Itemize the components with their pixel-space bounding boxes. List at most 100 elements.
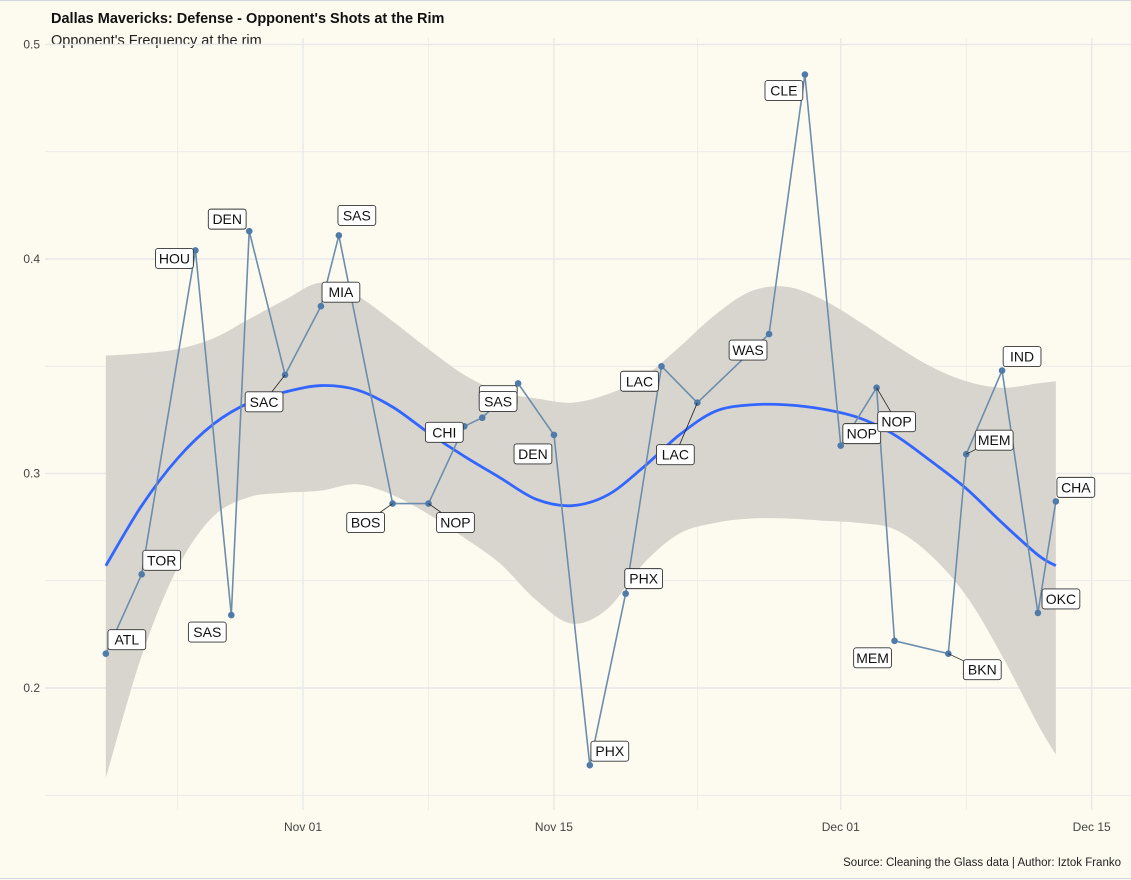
data-label-10: CHI <box>424 421 464 443</box>
data-label-27: CHA <box>1056 476 1096 498</box>
data-label-20: NOP <box>842 423 882 445</box>
data-point-12 <box>514 380 522 387</box>
data-label-15: PHX <box>624 568 663 590</box>
data-point-16 <box>658 362 665 370</box>
data-label-box-7 <box>337 204 377 226</box>
data-label-box-25 <box>1002 346 1042 367</box>
confidence-ribbon <box>105 282 1056 779</box>
confidence-ribbon-group <box>105 282 1056 779</box>
data-point-3 <box>228 611 235 619</box>
data-label-text-8: BOS <box>351 515 381 531</box>
data-point-15 <box>622 590 629 597</box>
data-label-1: TOR <box>142 549 182 571</box>
data-label-box-3 <box>187 621 227 643</box>
data-label-text-18: WAS <box>732 342 763 358</box>
data-point-11 <box>478 414 486 422</box>
data-point-20 <box>837 442 845 449</box>
y-tick-label-1: 0.3 <box>23 467 40 481</box>
data-label-box-27 <box>1056 476 1096 498</box>
data-label-box-2 <box>155 247 194 269</box>
data-point-4 <box>245 227 253 235</box>
data-point-7 <box>335 232 343 239</box>
data-label-14: PHX <box>590 740 630 762</box>
data-label-box-12 <box>478 390 518 412</box>
data-point-26 <box>1034 609 1042 617</box>
data-label-box-5 <box>244 391 284 413</box>
data-label-text-7: SAS <box>343 207 371 223</box>
data-label-box-22 <box>853 647 892 669</box>
axis-ticks-group: 0.2 0.3 0.4 0.5 Nov 01 Nov 15 Dec 01 Dec 15 <box>23 38 1111 835</box>
chart-title: Dallas Mavericks: Defense - Opponent's S… <box>51 11 445 27</box>
data-label-17: LAC <box>656 402 698 466</box>
data-label-text-22: MEM <box>856 650 889 666</box>
data-label-25: IND <box>1002 346 1042 367</box>
data-label-box-20 <box>842 423 882 445</box>
data-label-text-6: MIA <box>328 284 354 300</box>
data-label-21: NOP <box>876 387 916 433</box>
data-label-text-27: CHA <box>1061 479 1091 495</box>
data-label-box-18 <box>728 339 768 361</box>
data-label-text-26: OKC <box>1046 591 1076 607</box>
data-point-14 <box>586 761 594 769</box>
data-label-text-10: CHI <box>432 424 456 440</box>
data-label-text-9: NOP <box>440 515 470 531</box>
data-label-box-23 <box>962 659 1002 681</box>
data-label-text-0: ATL <box>115 632 140 648</box>
data-label-text-23: BKN <box>968 662 997 678</box>
data-label-box-17 <box>656 444 695 466</box>
data-label-19: CLE <box>764 80 804 101</box>
data-label-18: WAS <box>728 339 768 361</box>
data-label-9: NOP <box>428 503 475 533</box>
data-point-19 <box>801 71 809 78</box>
data-label-8: BOS <box>346 503 393 533</box>
bottom-border <box>0 878 1131 879</box>
data-label-12: SAS <box>478 390 518 412</box>
data-label-text-15: PHX <box>629 571 658 587</box>
data-label-box-14 <box>590 740 630 762</box>
series-line <box>105 74 1057 766</box>
data-label-box-13 <box>513 443 553 465</box>
data-label-26: OKC <box>1041 588 1081 610</box>
data-label-text-12: SAS <box>484 393 512 409</box>
data-label-box-16 <box>620 370 659 392</box>
data-label-text-3: SAS <box>193 624 221 640</box>
data-label-box-19 <box>764 80 804 101</box>
data-label-2: HOU <box>155 247 194 269</box>
data-label-box-21 <box>877 411 916 433</box>
data-label-box-26 <box>1041 588 1081 610</box>
data-labels-group: ATLTORHOUSASDENSACMIASASBOSNOPCHISASSASD… <box>107 80 1096 762</box>
chart-caption: Source: Cleaning the Glass data | Author… <box>843 857 1121 869</box>
data-point-1 <box>138 571 145 578</box>
data-label-text-21: NOP <box>881 414 911 430</box>
data-label-text-20: NOP <box>847 426 877 442</box>
data-label-13: DEN <box>513 443 553 465</box>
data-label-box-9 <box>436 512 475 533</box>
data-label-text-24: MEM <box>978 432 1011 448</box>
data-point-27 <box>1052 498 1060 505</box>
data-label-box-6 <box>321 281 361 303</box>
x-tick-label-0: Nov 01 <box>284 820 322 834</box>
data-label-box-0 <box>107 629 147 651</box>
data-point-22 <box>891 637 898 645</box>
data-label-0: ATL <box>107 629 147 651</box>
data-label-text-2: HOU <box>159 250 190 266</box>
y-tick-label-2: 0.4 <box>23 252 40 266</box>
data-label-box-15 <box>624 568 663 590</box>
data-label-6: MIA <box>321 281 361 303</box>
data-label-box-8 <box>346 512 385 533</box>
data-label-text-16: LAC <box>626 373 653 389</box>
data-label-text-17: LAC <box>662 447 689 463</box>
data-label-box-24 <box>974 429 1014 451</box>
data-label-24: MEM <box>966 429 1014 455</box>
data-label-text-1: TOR <box>147 552 176 568</box>
data-point-0 <box>102 650 110 657</box>
data-label-23: BKN <box>948 653 1002 681</box>
data-point-13 <box>550 431 558 439</box>
top-border <box>0 0 1131 1</box>
data-label-text-25: IND <box>1010 349 1034 365</box>
x-tick-label-1: Nov 15 <box>535 820 573 834</box>
data-label-22: MEM <box>853 647 892 669</box>
data-point-25 <box>998 367 1006 374</box>
x-tick-label-2: Dec 01 <box>822 820 860 834</box>
